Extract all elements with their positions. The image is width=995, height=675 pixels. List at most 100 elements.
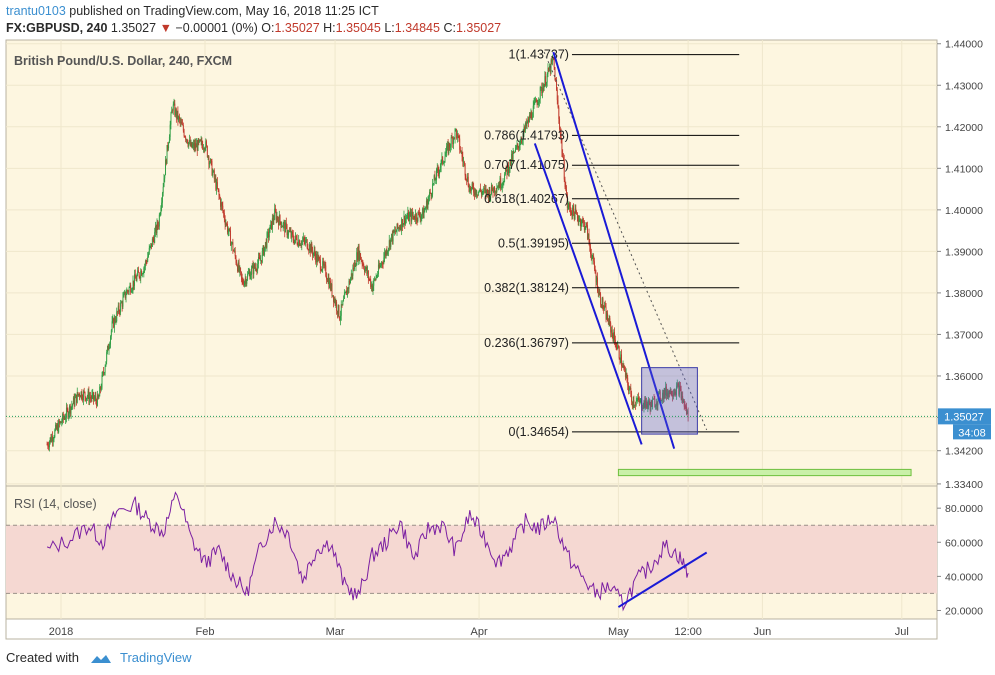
candle-body bbox=[109, 344, 111, 348]
candle-body bbox=[686, 411, 688, 415]
candle-body bbox=[317, 256, 319, 262]
candle-body bbox=[401, 219, 403, 231]
candle-body bbox=[329, 280, 331, 290]
candle-body bbox=[498, 185, 500, 188]
candle-body bbox=[192, 143, 194, 146]
candle-body bbox=[433, 175, 435, 184]
candle-body bbox=[297, 244, 299, 247]
candle-body bbox=[503, 181, 505, 184]
candle-body bbox=[518, 145, 520, 149]
dotted-trend-line bbox=[543, 51, 708, 431]
candle-body bbox=[176, 110, 178, 118]
candle-body bbox=[461, 151, 463, 157]
candle-body bbox=[385, 249, 387, 256]
candle-body bbox=[590, 246, 591, 254]
candle-body bbox=[100, 386, 101, 390]
candle-body bbox=[313, 250, 315, 253]
candle-body bbox=[216, 182, 218, 190]
tradingview-link[interactable]: TradingView bbox=[120, 650, 192, 665]
candle-body bbox=[484, 188, 485, 190]
candle-body bbox=[412, 211, 413, 217]
candle-body bbox=[682, 396, 684, 403]
candle-body bbox=[485, 188, 487, 195]
candle-body bbox=[386, 249, 388, 254]
candle-body bbox=[132, 280, 134, 290]
time-axis-tick-label: 12:00 bbox=[674, 626, 702, 638]
candle-body bbox=[117, 305, 119, 313]
candle-body bbox=[252, 265, 254, 275]
candle-body bbox=[209, 162, 211, 165]
candle-body bbox=[670, 388, 672, 396]
candle-body bbox=[312, 252, 314, 256]
candle-body bbox=[663, 389, 665, 400]
candle-body bbox=[483, 188, 485, 192]
candle-body bbox=[290, 231, 292, 238]
candle-body bbox=[611, 329, 613, 335]
candle-body bbox=[182, 124, 184, 131]
rsi-band bbox=[6, 525, 937, 594]
candle-body bbox=[337, 305, 339, 314]
candle-body bbox=[511, 153, 513, 161]
candle-body bbox=[110, 336, 111, 345]
candle-body bbox=[455, 129, 457, 130]
candle-body bbox=[624, 367, 626, 370]
candle-body bbox=[652, 399, 653, 407]
candle-body bbox=[326, 279, 328, 282]
candle-body bbox=[523, 127, 525, 134]
candle-body bbox=[631, 393, 633, 402]
candle-body bbox=[251, 265, 253, 269]
candle-body bbox=[264, 246, 266, 255]
candle-body bbox=[552, 58, 554, 62]
candle-body bbox=[635, 401, 637, 405]
candle-body bbox=[466, 178, 468, 181]
author-link[interactable]: trantu0103 bbox=[6, 4, 66, 18]
candle-body bbox=[55, 424, 57, 430]
candle-body bbox=[480, 188, 482, 192]
candle-body bbox=[92, 392, 94, 395]
candle-body bbox=[677, 384, 679, 386]
candle-body bbox=[107, 346, 108, 353]
candle-body bbox=[244, 281, 245, 286]
candle-body bbox=[324, 264, 326, 266]
candle-body bbox=[563, 157, 564, 160]
candle-body bbox=[184, 136, 186, 138]
candle-body bbox=[67, 409, 69, 418]
candle-body bbox=[81, 391, 83, 399]
candle-body bbox=[350, 278, 351, 284]
candle-body bbox=[676, 384, 678, 387]
candle-body bbox=[62, 414, 63, 423]
candle-body bbox=[251, 268, 252, 276]
candle-body bbox=[347, 287, 348, 296]
candle-body bbox=[525, 122, 527, 127]
candle-body bbox=[541, 87, 543, 94]
candle-body bbox=[405, 218, 406, 224]
candle-body bbox=[232, 242, 234, 251]
candle-body bbox=[428, 196, 430, 201]
candle-body bbox=[99, 386, 101, 397]
candle-body bbox=[593, 261, 595, 269]
candle-body bbox=[277, 216, 279, 220]
target-zone bbox=[617, 468, 912, 477]
candle-body bbox=[665, 386, 667, 396]
price-axis-tick-label: 1.41000 bbox=[945, 163, 983, 175]
candle-body bbox=[515, 146, 517, 148]
candle-body bbox=[405, 217, 407, 219]
candle-body bbox=[101, 375, 103, 388]
candle-body bbox=[199, 139, 201, 142]
candle-body bbox=[403, 215, 405, 224]
fib-ratio: 0.382 bbox=[484, 281, 515, 295]
candle-body bbox=[526, 122, 528, 127]
candle-body bbox=[531, 112, 533, 118]
candle-body bbox=[408, 212, 410, 222]
candle-body bbox=[669, 388, 671, 394]
candle-body bbox=[490, 194, 492, 199]
candle-body bbox=[549, 66, 551, 73]
candle-body bbox=[515, 147, 516, 152]
candle-body bbox=[161, 193, 163, 203]
candle-body bbox=[388, 240, 390, 249]
candle-body bbox=[600, 294, 602, 305]
candle-body bbox=[486, 189, 488, 195]
price-axis-tick-label: 1.40000 bbox=[945, 205, 983, 217]
candle-body bbox=[292, 231, 293, 235]
